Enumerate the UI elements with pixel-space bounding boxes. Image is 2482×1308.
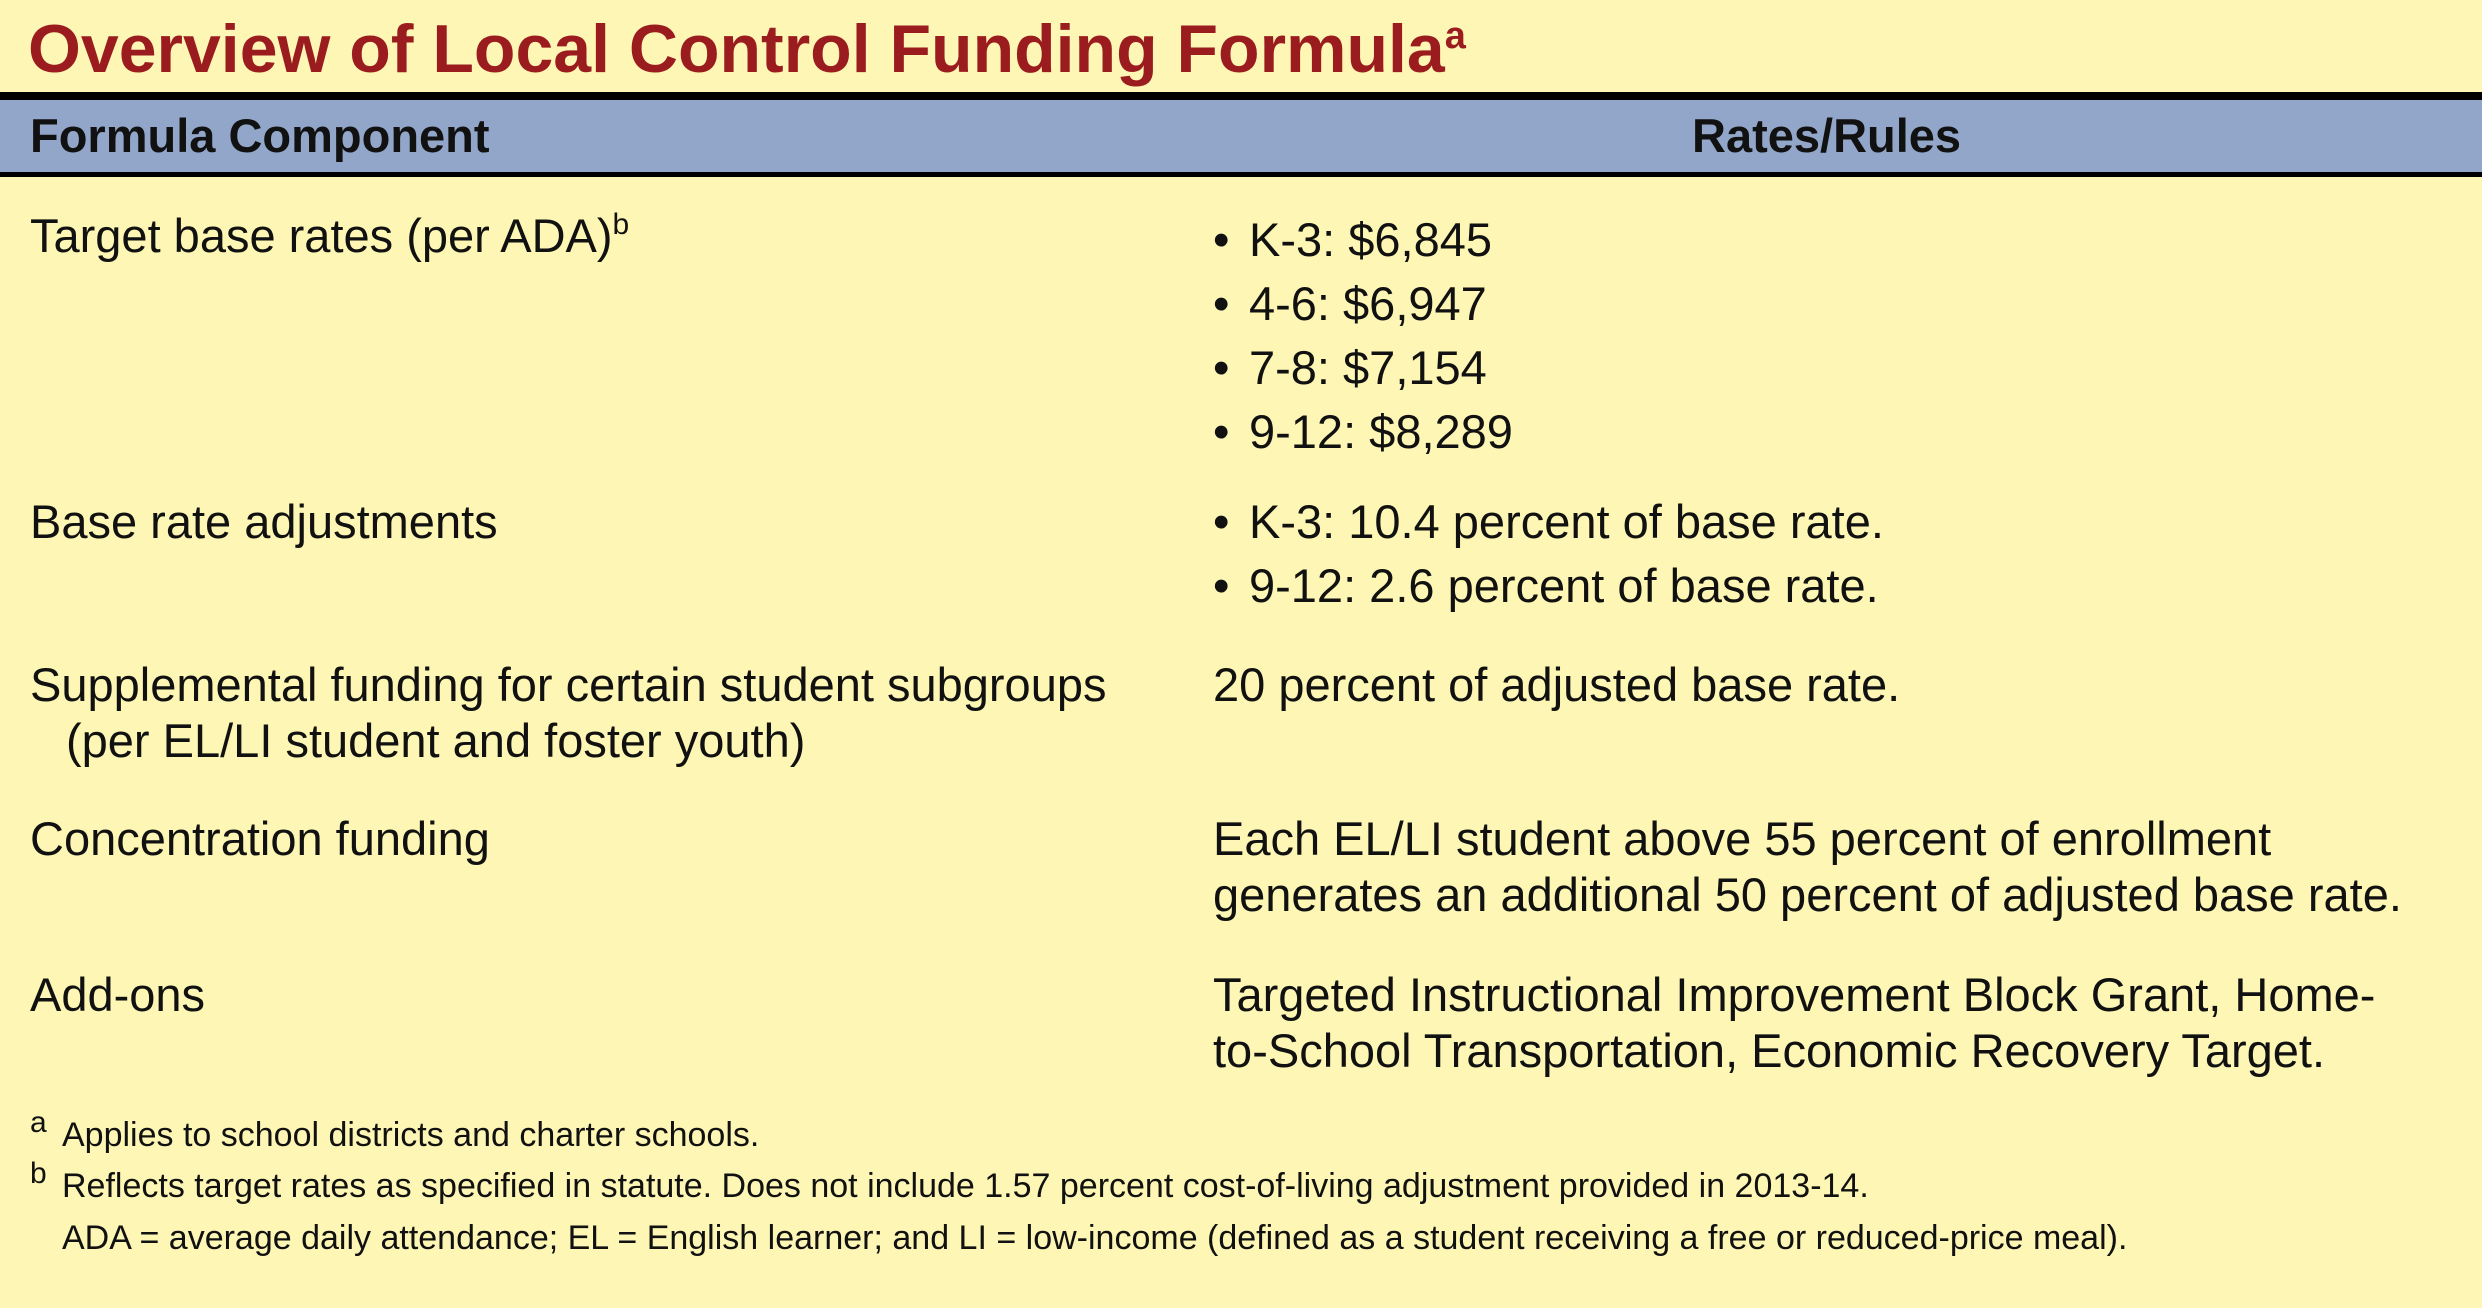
- title-text: Overview of Local Control Funding Formul…: [28, 11, 1445, 87]
- table-header: Formula Component Rates/Rules: [0, 92, 2482, 177]
- page-title: Overview of Local Control Funding Formul…: [28, 8, 1466, 90]
- footnote-b: b Reflects target rates as specified in s…: [30, 1157, 1869, 1206]
- rate-supplemental-funding: 20 percent of adjusted base rate.: [1213, 658, 1901, 711]
- rate-add-ons: Targeted Instructional Improvement Block…: [1213, 967, 2463, 1079]
- row-label-concentration-funding: Concentration funding: [30, 812, 490, 865]
- title-footnote-mark: a: [1444, 15, 1466, 57]
- list-item: • 9-12: $8,289: [1213, 400, 1513, 464]
- footnote-text: Applies to school districts and charter …: [62, 1116, 760, 1154]
- base-rate-adjustments-list: • K-3: 10.4 percent of base rate. • 9-12: …: [1213, 490, 1884, 618]
- list-item-text: 9-12: $8,289: [1249, 405, 1513, 458]
- bullet-icon: •: [1213, 341, 1230, 394]
- rate-line1: Targeted Instructional Improvement Block…: [1213, 968, 2376, 1021]
- row-label-target-base-rates: Target base rates (per ADA)b: [30, 208, 1180, 264]
- column-header-component: Formula Component: [30, 109, 490, 162]
- row-label-line1: Supplemental funding for certain student…: [30, 658, 1107, 711]
- bullet-icon: •: [1213, 277, 1230, 330]
- row-label-base-rate-adjustments: Base rate adjustments: [30, 495, 498, 548]
- list-item-text: 7-8: $7,154: [1249, 341, 1487, 394]
- list-item: • 9-12: 2.6 percent of base rate.: [1213, 554, 1884, 618]
- footnote-text: Reflects target rates as specified in st…: [62, 1167, 1869, 1205]
- row-footnote-mark: b: [612, 208, 630, 241]
- list-item: • K-3: 10.4 percent of base rate.: [1213, 490, 1884, 554]
- column-header-rates: Rates/Rules: [1692, 109, 1962, 162]
- bullet-icon: •: [1213, 405, 1230, 458]
- list-item: • 7-8: $7,154: [1213, 336, 1513, 400]
- row-label-text: Target base rates (per ADA): [30, 209, 613, 262]
- footnote-abbreviations: ADA = average daily attendance; EL = Eng…: [30, 1218, 2127, 1258]
- row-label-add-ons: Add-ons: [30, 968, 206, 1021]
- list-item: • K-3: $6,845: [1213, 208, 1513, 272]
- bullet-icon: •: [1213, 213, 1230, 266]
- rate-concentration-funding: Each EL/LI student above 55 percent of e…: [1213, 811, 2463, 923]
- bullet-icon: •: [1213, 559, 1230, 612]
- target-base-rates-list: • K-3: $6,845 • 4-6: $6,947 • 7-8: $7,154 •…: [1213, 208, 1513, 464]
- rate-line1: Each EL/LI student above 55 percent of e…: [1213, 812, 2272, 865]
- footnote-a: a Applies to school districts and charter…: [30, 1106, 760, 1155]
- footnote-text: ADA = average daily attendance; EL = Eng…: [62, 1219, 2128, 1257]
- list-item: • 4-6: $6,947: [1213, 272, 1513, 336]
- list-item-text: 9-12: 2.6 percent of base rate.: [1249, 559, 1879, 612]
- rate-line2: to-School Transportation, Economic Recov…: [1213, 1024, 2326, 1077]
- row-label-supplemental-funding: Supplemental funding for certain student…: [30, 657, 1180, 769]
- rate-line2: generates an additional 50 percent of ad…: [1213, 868, 2402, 921]
- list-item-text: 4-6: $6,947: [1249, 277, 1487, 330]
- row-label-line2: (per EL/LI student and foster youth): [66, 714, 806, 767]
- list-item-text: K-3: 10.4 percent of base rate.: [1249, 495, 1884, 548]
- bullet-icon: •: [1213, 495, 1230, 548]
- list-item-text: K-3: $6,845: [1249, 213, 1493, 266]
